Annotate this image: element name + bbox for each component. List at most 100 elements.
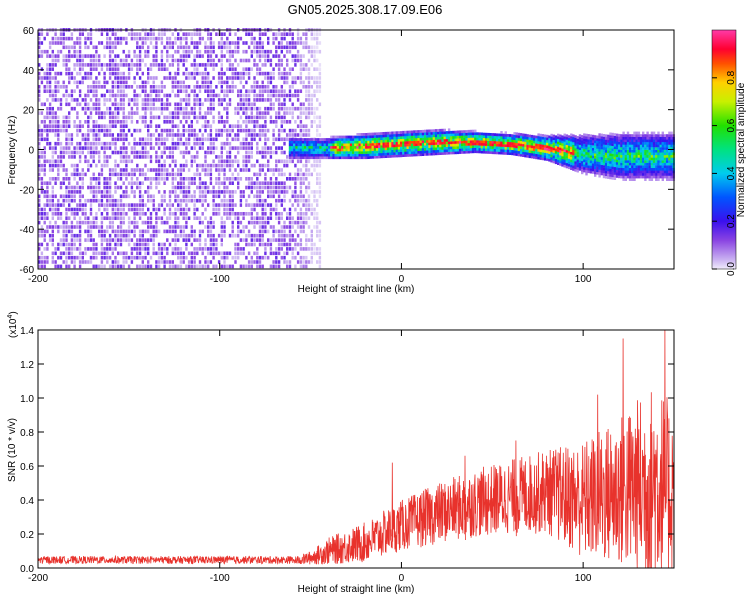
spectrogram-cell — [198, 177, 202, 181]
spectrogram-cell — [177, 36, 180, 41]
spectrogram-cell — [168, 120, 172, 124]
spectrogram-cell — [352, 148, 355, 152]
spectrogram-cell — [478, 142, 481, 146]
spectrogram-cell — [51, 93, 54, 98]
spectrogram-cell — [256, 264, 259, 269]
spectrogram-cell — [68, 58, 71, 63]
spectrogram-cell — [106, 190, 109, 194]
spectrogram-cell — [250, 242, 253, 247]
spectrogram-cell — [474, 129, 477, 133]
spectrogram-cell — [193, 260, 196, 264]
spectrogram-cell — [174, 216, 177, 220]
spectrogram-cell — [89, 163, 93, 168]
spectrogram-cell — [325, 145, 329, 149]
spectrogram-cell — [76, 185, 79, 190]
spectrogram-cell — [166, 115, 169, 120]
spectrogram-cell — [343, 151, 346, 154]
spectrogram-cell — [65, 85, 68, 89]
spectrogram-cell — [563, 149, 566, 152]
spectrogram-cell — [87, 45, 90, 50]
spectrogram-cell — [95, 185, 98, 190]
spectrogram-cell — [250, 67, 253, 71]
spectrogram-cell — [193, 76, 196, 80]
spectrogram-cell — [48, 159, 52, 164]
spectrogram-cell — [209, 229, 213, 234]
spectrogram-cell — [193, 137, 196, 142]
spectrogram-cell — [95, 255, 98, 260]
spectrogram-cell — [204, 71, 207, 76]
spectrogram-cell — [267, 98, 270, 102]
spectrogram-cell — [354, 145, 357, 149]
spectrogram-cell — [452, 148, 455, 152]
spectrogram-cell — [185, 36, 188, 41]
spectrogram-cell — [250, 238, 253, 242]
spectrogram-cell — [106, 67, 109, 71]
spectrogram-cell — [103, 141, 106, 146]
spectrogram-cell — [247, 71, 251, 76]
spectrogram-cell — [495, 143, 499, 147]
spectrogram-cell — [38, 76, 41, 80]
spectrogram-cell — [286, 133, 289, 137]
spectrogram-cell — [51, 177, 54, 181]
spectrogram-cell — [415, 148, 418, 152]
spectrogram-cell — [500, 146, 503, 150]
spectrogram-cell — [190, 255, 193, 260]
spectrogram-cell — [247, 203, 251, 207]
spectrogram-cell — [141, 247, 144, 251]
spectrogram-cell — [296, 49, 300, 54]
spectrogram-cell — [380, 142, 383, 146]
spectrogram-cell — [305, 255, 308, 260]
spectrogram-cell — [305, 163, 308, 168]
spectrogram-cell — [253, 85, 256, 89]
spectrogram-cell — [502, 146, 505, 150]
spectrogram-cell — [73, 238, 76, 242]
spectrogram-cell — [408, 130, 412, 134]
spectrogram-cell — [84, 203, 87, 207]
spectrogram-cell — [40, 150, 44, 155]
spectrogram-cell — [57, 89, 60, 93]
spectrogram-cell — [201, 85, 204, 89]
spectrogram-cell — [103, 181, 106, 185]
spectrogram-cell — [185, 120, 188, 124]
spectrogram-cell — [347, 153, 350, 157]
spectrogram-cell — [122, 85, 125, 89]
spectrogram-cell — [73, 198, 76, 203]
spectrogram-cell — [275, 247, 278, 251]
spectrogram-cell — [239, 198, 243, 203]
spectrogram-cell — [288, 225, 292, 229]
spectrogram-cell — [310, 151, 313, 154]
spectrogram-cell — [443, 133, 446, 137]
spectrogram-cell — [187, 111, 191, 115]
spectrogram-cell — [570, 149, 573, 152]
spectrogram-cell — [291, 106, 294, 111]
spectrogram-cell — [288, 212, 292, 216]
spectrogram-cell — [445, 146, 449, 150]
spectrogram-cell — [204, 115, 207, 120]
spectrogram-cell — [171, 229, 174, 234]
spectrogram-cell — [103, 93, 106, 98]
spectrogram-cell — [321, 143, 324, 147]
spectrogram-cell — [239, 124, 243, 128]
spectrogram-cell — [46, 190, 49, 194]
spectrogram-cell — [258, 133, 262, 137]
spectrogram-cell — [133, 207, 136, 212]
spectrogram-cell — [223, 146, 226, 150]
spectrogram-cell — [307, 207, 311, 212]
spectrogram-cell — [95, 141, 98, 146]
spectrogram-cell — [443, 144, 446, 147]
spectrogram-cell — [78, 247, 82, 251]
spectrogram-cell — [404, 151, 407, 155]
spectrogram-cell — [563, 138, 566, 142]
spectrogram-cell — [245, 124, 248, 128]
spectrogram-cell — [166, 76, 169, 80]
spectrogram-cell — [267, 159, 270, 164]
spectrogram-cell — [313, 212, 316, 216]
spectrogram-cell — [171, 63, 174, 67]
spectrogram-cell — [122, 115, 125, 120]
spectrogram-cell — [103, 76, 106, 80]
spectrogram-cell — [54, 36, 57, 41]
spectrogram-cell — [98, 190, 101, 194]
spectrogram-cell — [144, 190, 147, 194]
spectrogram-cell — [40, 41, 44, 45]
spectrogram-cell — [261, 238, 264, 242]
